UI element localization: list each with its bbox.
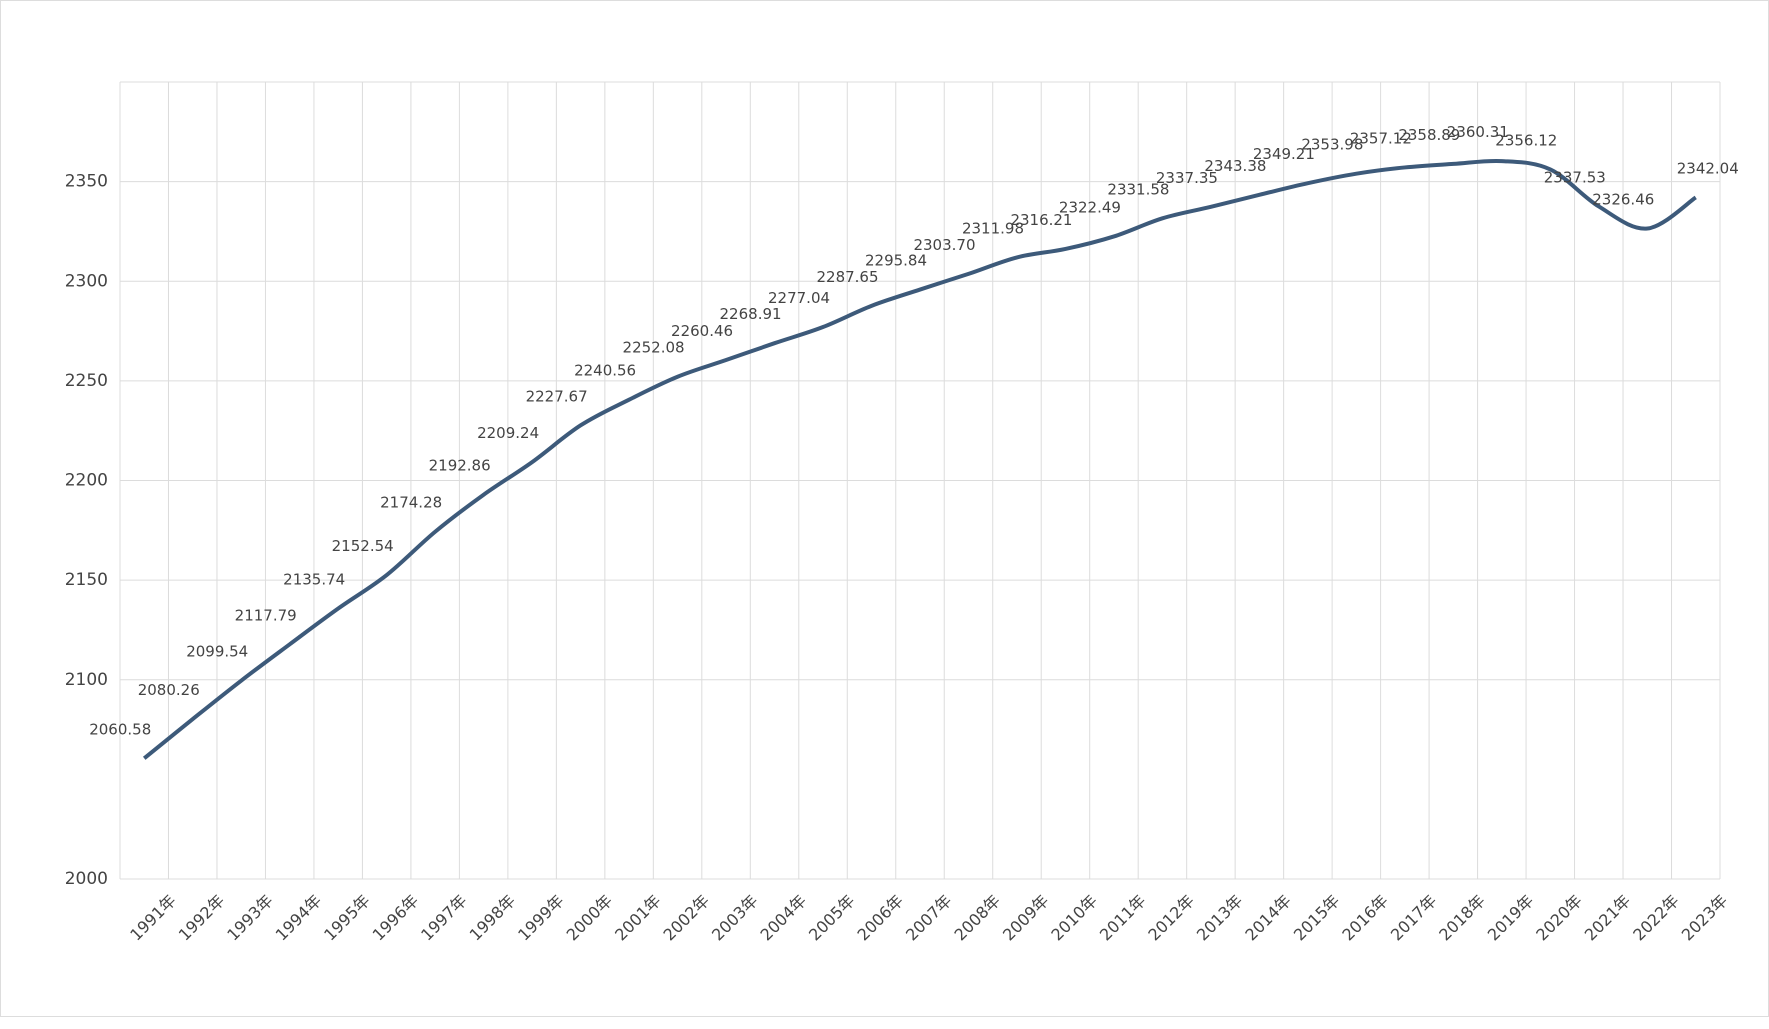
x-tick-label: 1997年 xyxy=(417,891,471,945)
x-tick-label: 2002年 xyxy=(660,891,714,945)
data-label: 2303.70 xyxy=(913,236,975,254)
x-tick-label: 2023年 xyxy=(1678,891,1732,945)
y-tick-label: 2100 xyxy=(65,670,108,690)
x-tick-label: 2017年 xyxy=(1387,891,1441,945)
data-label: 2060.58 xyxy=(89,720,151,738)
y-tick-label: 2300 xyxy=(65,271,108,291)
x-tick-label: 1994年 xyxy=(272,891,326,945)
data-label: 2080.26 xyxy=(138,681,200,699)
line-series xyxy=(142,158,1697,760)
x-tick-label: 2012年 xyxy=(1144,891,1198,945)
data-label: 2209.24 xyxy=(477,424,539,442)
data-label: 2337.35 xyxy=(1156,169,1218,187)
x-tick-label: 1993年 xyxy=(223,891,277,945)
data-label: 2099.54 xyxy=(186,643,248,661)
x-tick-label: 2003年 xyxy=(708,891,762,945)
data-label: 2331.58 xyxy=(1107,180,1169,198)
x-tick-label: 2010年 xyxy=(1047,891,1101,945)
data-label: 2260.46 xyxy=(671,322,733,340)
x-tick-label: 2007年 xyxy=(902,891,956,945)
data-label: 2356.12 xyxy=(1495,131,1557,149)
data-label: 2342.04 xyxy=(1677,159,1739,177)
data-label: 2252.08 xyxy=(623,339,685,357)
x-tick-label: 2011年 xyxy=(1096,891,1150,945)
x-tick-label: 2015年 xyxy=(1290,891,1344,945)
x-tick-label: 1991年 xyxy=(126,891,180,945)
y-tick-label: 2150 xyxy=(65,570,108,590)
x-tick-label: 2006年 xyxy=(854,891,908,945)
data-label: 2268.91 xyxy=(720,305,782,323)
x-tick-label: 2013年 xyxy=(1193,891,1247,945)
y-tick-label: 2000 xyxy=(65,869,108,889)
x-tick-label: 2008年 xyxy=(950,891,1004,945)
x-tick-label: 2022年 xyxy=(1629,891,1683,945)
data-label: 2192.86 xyxy=(429,457,491,475)
x-tick-label: 2018年 xyxy=(1435,891,1489,945)
data-label: 2240.56 xyxy=(574,362,636,380)
x-tick-label: 2019年 xyxy=(1484,891,1538,945)
data-label: 2117.79 xyxy=(235,606,297,624)
data-label: 2287.65 xyxy=(816,268,878,286)
x-tick-label: 2005年 xyxy=(805,891,859,945)
x-tick-label: 1992年 xyxy=(175,891,229,945)
y-tick-label: 2350 xyxy=(65,172,108,192)
x-tick-label: 2004年 xyxy=(757,891,811,945)
data-label: 2360.31 xyxy=(1447,123,1509,141)
x-tick-label: 2001年 xyxy=(611,891,665,945)
data-label: 2152.54 xyxy=(332,537,394,555)
data-label: 2357.12 xyxy=(1350,129,1412,147)
data-label: 2337.53 xyxy=(1544,168,1606,186)
x-tick-label: 1995年 xyxy=(320,891,374,945)
data-label: 2353.98 xyxy=(1301,136,1363,154)
data-label: 2174.28 xyxy=(380,494,442,512)
x-tick-label: 2016年 xyxy=(1338,891,1392,945)
x-tick-label: 2014年 xyxy=(1241,891,1295,945)
x-tick-label: 2021年 xyxy=(1581,891,1635,945)
x-tick-label: 1998年 xyxy=(466,891,520,945)
x-tick-label: 2020年 xyxy=(1532,891,1586,945)
data-label: 2277.04 xyxy=(768,289,830,307)
x-tick-label: 2000年 xyxy=(563,891,617,945)
data-label: 2349.21 xyxy=(1253,145,1315,163)
x-tick-label: 1999年 xyxy=(514,891,568,945)
x-tick-label: 1996年 xyxy=(369,891,423,945)
data-label: 2326.46 xyxy=(1592,191,1654,209)
y-tick-label: 2250 xyxy=(65,371,108,391)
data-label: 2343.38 xyxy=(1204,157,1266,175)
data-label: 2358.89 xyxy=(1398,126,1460,144)
data-label: 2135.74 xyxy=(283,571,345,589)
x-tick-label: 2009年 xyxy=(999,891,1053,945)
y-tick-label: 2200 xyxy=(65,471,108,491)
data-label: 2311.98 xyxy=(962,219,1024,237)
data-label: 2227.67 xyxy=(526,387,588,405)
data-label: 2322.49 xyxy=(1059,198,1121,216)
data-label: 2316.21 xyxy=(1010,211,1072,229)
data-label: 2295.84 xyxy=(865,252,927,270)
